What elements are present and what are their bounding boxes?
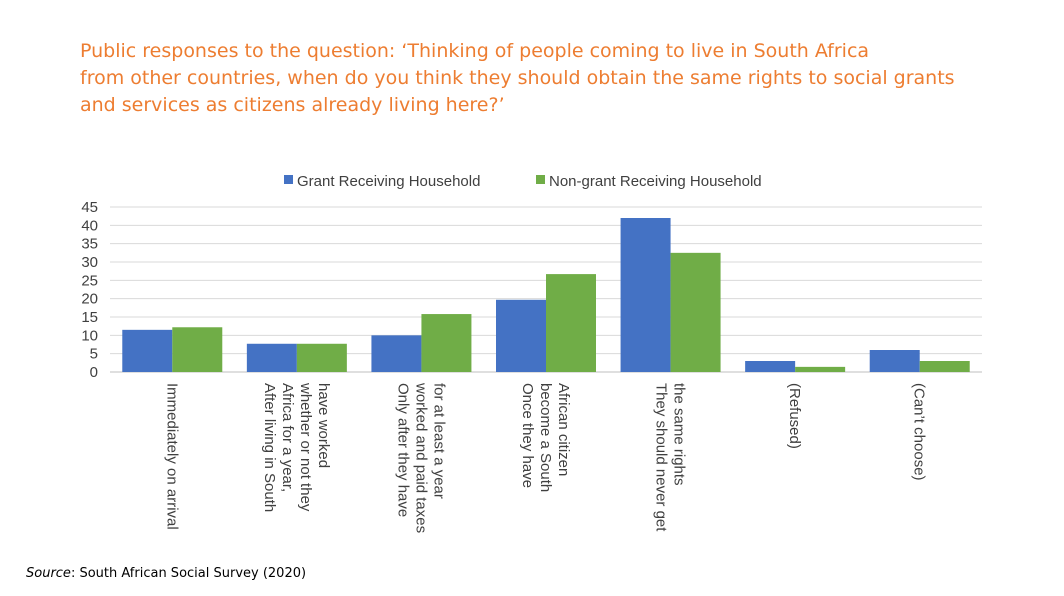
legend-label: Non-grant Receiving Household <box>549 173 762 190</box>
y-tick-label: 0 <box>90 364 98 381</box>
x-category-label-line: become a South <box>537 383 554 492</box>
y-tick-label: 10 <box>81 327 98 344</box>
x-category-label: After living in SouthAfrica for a year,w… <box>261 382 332 512</box>
bar-non-grant <box>670 252 721 372</box>
bar-grant <box>246 343 297 372</box>
x-category-label-line: Once they have <box>519 383 536 488</box>
y-tick-label: 35 <box>81 236 98 253</box>
bar-non-grant <box>172 327 223 372</box>
x-category-label-line: Only after they have <box>394 383 411 517</box>
title-line-3: and services as citizens already living … <box>80 94 505 116</box>
x-category-label-line: They should never get <box>653 383 670 532</box>
bar-non-grant <box>919 361 970 372</box>
y-tick-label: 45 <box>81 199 98 216</box>
x-category-label: (Refused) <box>786 383 803 449</box>
x-category-label: Only after they haveworked and paid taxe… <box>394 382 447 533</box>
x-category-label-line: for at least a year <box>430 383 447 499</box>
x-category-label: Once they havebecome a SouthAfrican citi… <box>519 383 572 492</box>
x-category-label-line: whether or not they <box>297 382 314 512</box>
bar-grant <box>869 350 920 372</box>
source-label: Source <box>26 566 71 581</box>
bar-grant <box>620 218 671 372</box>
x-category-label-line: have worked <box>315 383 332 468</box>
x-category-label-line: Immediately on arrival <box>163 383 180 530</box>
x-category-label-line: the same rights <box>671 383 688 486</box>
bar-grant <box>371 335 422 372</box>
title-line-2: from other countries, when do you think … <box>80 67 955 89</box>
y-tick-label: 20 <box>81 291 98 308</box>
bar-non-grant <box>421 314 472 372</box>
y-tick-label: 15 <box>81 309 98 326</box>
x-category-label-line: African citizen <box>555 383 572 476</box>
legend-swatch <box>536 175 545 184</box>
x-category-label-line: After living in South <box>261 383 278 512</box>
bar-grant <box>745 361 796 372</box>
bar-non-grant <box>795 366 846 372</box>
legend-label: Grant Receiving Household <box>297 173 480 190</box>
x-category-label: Immediately on arrival <box>163 383 180 530</box>
x-category-label-line: Africa for a year, <box>279 383 296 492</box>
title-line-1: Public responses to the question: ‘Think… <box>80 40 870 62</box>
legend-swatch <box>284 175 293 184</box>
y-tick-label: 25 <box>81 272 98 289</box>
x-category-label-line: (Refused) <box>786 383 803 449</box>
x-category-label-line: worked and paid taxes <box>412 382 429 533</box>
bar-grant <box>496 299 546 372</box>
bar-grant <box>122 329 173 372</box>
y-tick-label: 5 <box>90 346 98 363</box>
x-category-label: (Can’t choose) <box>911 383 928 481</box>
chart-title: Public responses to the question: ‘Think… <box>80 38 1040 119</box>
x-category-label-line: (Can’t choose) <box>911 383 928 481</box>
bar-non-grant <box>296 343 347 372</box>
bar-non-grant <box>546 274 596 372</box>
source-note: Source: South African Social Survey (202… <box>26 566 306 581</box>
y-tick-label: 40 <box>81 217 98 234</box>
x-category-label: They should never getthe same rights <box>653 383 688 532</box>
y-tick-label: 30 <box>81 254 98 271</box>
source-text: : South African Social Survey (2020) <box>70 566 307 581</box>
